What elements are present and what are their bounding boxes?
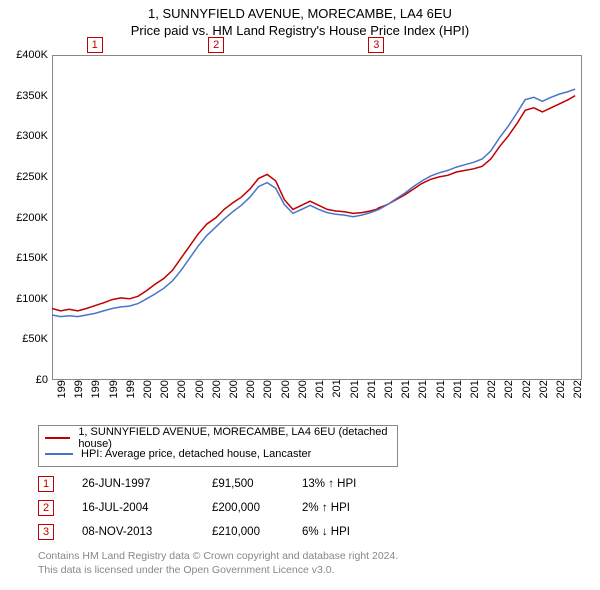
xtick-label: 2006 <box>245 374 257 414</box>
ytick-label: £350K <box>0 90 48 102</box>
event-marker-box: 2 <box>208 37 224 53</box>
price-row-date: 08-NOV-2013 <box>82 526 212 538</box>
title-address: 1, SUNNYFIELD AVENUE, MORECAMBE, LA4 6EU <box>0 6 600 21</box>
price-row-price: £210,000 <box>212 526 302 538</box>
xtick-label: 1999 <box>125 374 137 414</box>
ytick-label: £250K <box>0 171 48 183</box>
xtick-label: 2000 <box>142 374 154 414</box>
xtick-label: 2001 <box>159 374 171 414</box>
series-line-property <box>52 96 575 311</box>
xtick-label: 2014 <box>383 374 395 414</box>
xtick-label: 2025 <box>572 374 584 414</box>
price-row: 3 08-NOV-2013£210,0006% ↓ HPI <box>38 520 458 544</box>
price-row-marker: 2 <box>38 500 54 516</box>
legend-label: 1, SUNNYFIELD AVENUE, MORECAMBE, LA4 6EU… <box>78 426 391 450</box>
legend: 1, SUNNYFIELD AVENUE, MORECAMBE, LA4 6EU… <box>38 425 398 467</box>
footer-line2: This data is licensed under the Open Gov… <box>38 564 398 578</box>
xtick-label: 1995 <box>56 374 68 414</box>
footer-line1: Contains HM Land Registry data © Crown c… <box>38 550 398 564</box>
price-row-delta: 6% ↓ HPI <box>302 526 402 538</box>
price-row-price: £91,500 <box>212 478 302 490</box>
chart-container: 1, SUNNYFIELD AVENUE, MORECAMBE, LA4 6EU… <box>0 0 600 590</box>
xtick-label: 2003 <box>194 374 206 414</box>
xtick-label: 2012 <box>349 374 361 414</box>
xtick-label: 2024 <box>555 374 567 414</box>
xtick-label: 2010 <box>314 374 326 414</box>
xtick-label: 2011 <box>331 374 343 414</box>
xtick-label: 2023 <box>538 374 550 414</box>
price-row: 1 26-JUN-1997£91,50013% ↑ HPI <box>38 472 458 496</box>
xtick-label: 2007 <box>262 374 274 414</box>
xtick-label: 2009 <box>297 374 309 414</box>
xtick-label: 2022 <box>521 374 533 414</box>
price-row-marker: 1 <box>38 476 54 492</box>
price-row-date: 16-JUL-2004 <box>82 502 212 514</box>
xtick-label: 2008 <box>280 374 292 414</box>
ytick-label: £50K <box>0 333 48 345</box>
xtick-label: 2013 <box>366 374 378 414</box>
ytick-label: £150K <box>0 252 48 264</box>
price-row-date: 26-JUN-1997 <box>82 478 212 490</box>
line-series-svg <box>52 55 582 380</box>
legend-swatch <box>45 453 73 455</box>
xtick-label: 2021 <box>503 374 515 414</box>
xtick-label: 2015 <box>400 374 412 414</box>
footer-attribution: Contains HM Land Registry data © Crown c… <box>38 550 398 577</box>
xtick-label: 2004 <box>211 374 223 414</box>
price-row: 2 16-JUL-2004£200,0002% ↑ HPI <box>38 496 458 520</box>
xtick-label: 2020 <box>486 374 498 414</box>
price-row-price: £200,000 <box>212 502 302 514</box>
event-marker-box: 3 <box>368 37 384 53</box>
xtick-label: 2002 <box>176 374 188 414</box>
xtick-label: 2019 <box>469 374 481 414</box>
legend-label: HPI: Average price, detached house, Lanc… <box>81 448 311 460</box>
xtick-label: 1997 <box>90 374 102 414</box>
ytick-label: £0 <box>0 374 48 386</box>
xtick-label: 2016 <box>417 374 429 414</box>
event-marker-box: 1 <box>87 37 103 53</box>
title-block: 1, SUNNYFIELD AVENUE, MORECAMBE, LA4 6EU… <box>0 0 600 38</box>
xtick-label: 2017 <box>435 374 447 414</box>
price-table: 1 26-JUN-1997£91,50013% ↑ HPI 2 16-JUL-2004… <box>38 472 458 544</box>
title-subtitle: Price paid vs. HM Land Registry's House … <box>0 23 600 38</box>
xtick-label: 1996 <box>73 374 85 414</box>
xtick-label: 2018 <box>452 374 464 414</box>
legend-row: 1, SUNNYFIELD AVENUE, MORECAMBE, LA4 6EU… <box>45 430 391 446</box>
ytick-label: £200K <box>0 212 48 224</box>
price-row-delta: 13% ↑ HPI <box>302 478 402 490</box>
price-row-marker: 3 <box>38 524 54 540</box>
xtick-label: 2005 <box>228 374 240 414</box>
xtick-label: 1998 <box>108 374 120 414</box>
price-row-delta: 2% ↑ HPI <box>302 502 402 514</box>
ytick-label: £300K <box>0 130 48 142</box>
legend-swatch <box>45 437 70 439</box>
ytick-label: £100K <box>0 293 48 305</box>
ytick-label: £400K <box>0 49 48 61</box>
